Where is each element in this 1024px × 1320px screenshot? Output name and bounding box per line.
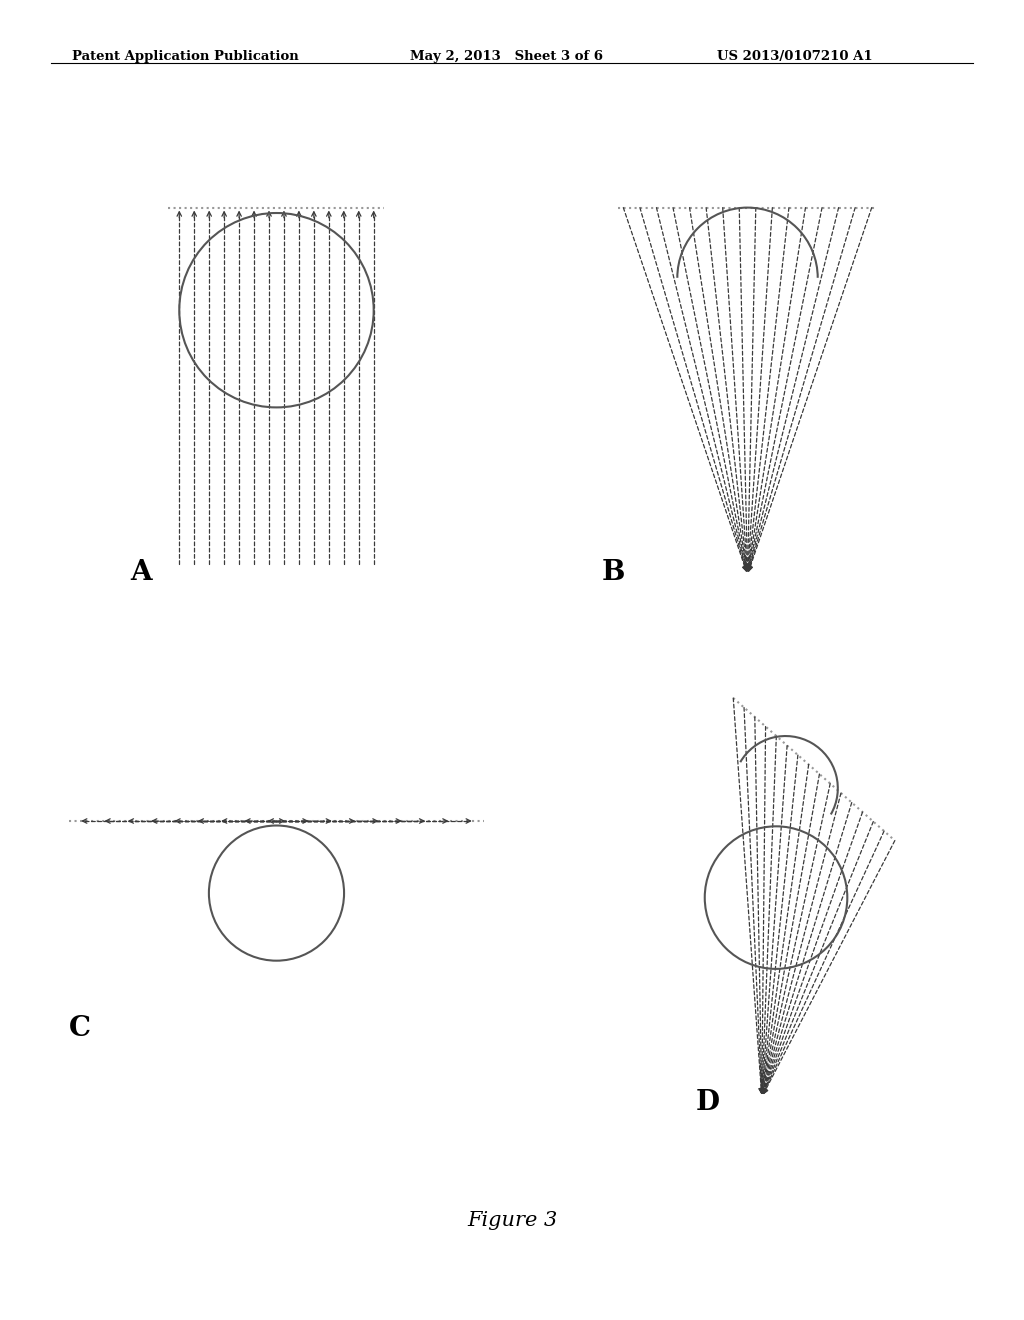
Text: B: B — [602, 558, 625, 586]
Text: Figure 3: Figure 3 — [467, 1212, 557, 1230]
Text: C: C — [70, 1015, 91, 1041]
Text: Patent Application Publication: Patent Application Publication — [72, 50, 298, 63]
Text: US 2013/0107210 A1: US 2013/0107210 A1 — [717, 50, 872, 63]
Text: May 2, 2013   Sheet 3 of 6: May 2, 2013 Sheet 3 of 6 — [410, 50, 602, 63]
Text: D: D — [695, 1089, 719, 1117]
Text: A: A — [131, 558, 153, 586]
